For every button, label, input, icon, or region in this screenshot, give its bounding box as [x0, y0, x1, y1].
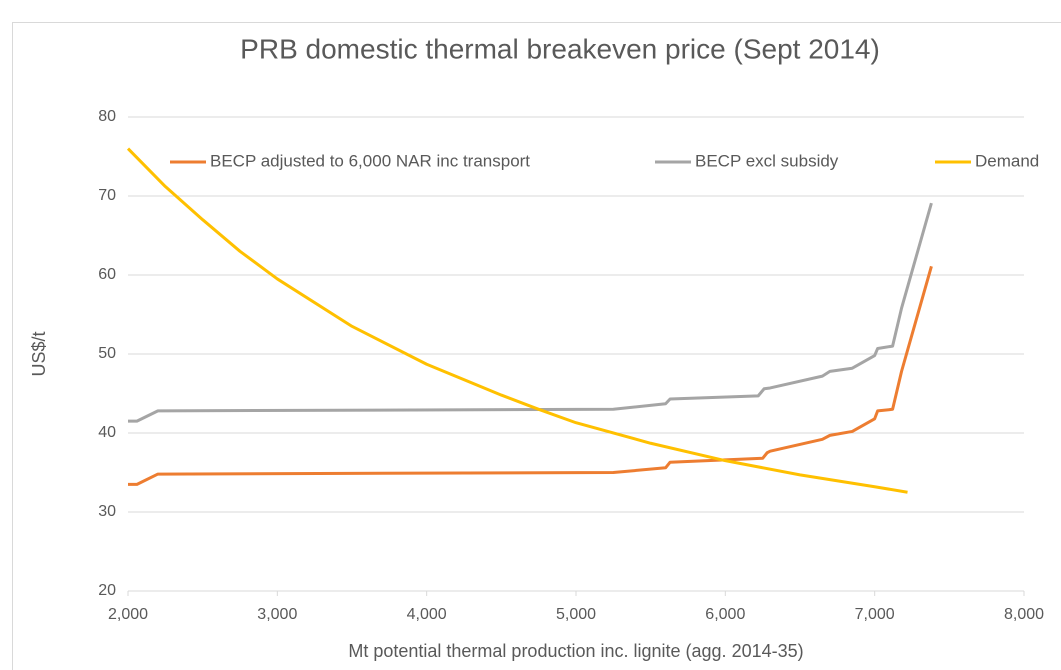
series-line: [128, 202, 933, 423]
y-tick-label: 20: [98, 582, 116, 599]
y-tick-label: 40: [98, 424, 116, 441]
x-tick-label: 8,000: [1004, 606, 1044, 623]
y-tick-label: 30: [98, 503, 116, 520]
x-tick-label: 5,000: [556, 606, 596, 623]
x-tick-label: 2,000: [108, 606, 148, 623]
x-tick-label: 4,000: [407, 606, 447, 623]
x-tick-label: 7,000: [855, 606, 895, 623]
x-tick-label: 3,000: [257, 606, 297, 623]
legend-label: BECP adjusted to 6,000 NAR inc transport: [210, 151, 530, 170]
x-axis-label: Mt potential thermal production inc. lig…: [348, 641, 803, 661]
y-tick-label: 80: [98, 108, 116, 125]
legend-label: BECP excl subsidy: [695, 151, 839, 170]
x-tick-label: 6,000: [705, 606, 745, 623]
series-line: [128, 265, 933, 486]
y-axis-label: US$/t: [29, 331, 49, 376]
y-tick-label: 70: [98, 187, 116, 204]
y-tick-label: 60: [98, 266, 116, 283]
y-tick-label: 50: [98, 345, 116, 362]
legend-label: Demand: [975, 151, 1039, 170]
chart-title: PRB domestic thermal breakeven price (Se…: [240, 33, 880, 64]
chart-frame: [12, 22, 1061, 670]
series-line: [126, 147, 908, 494]
